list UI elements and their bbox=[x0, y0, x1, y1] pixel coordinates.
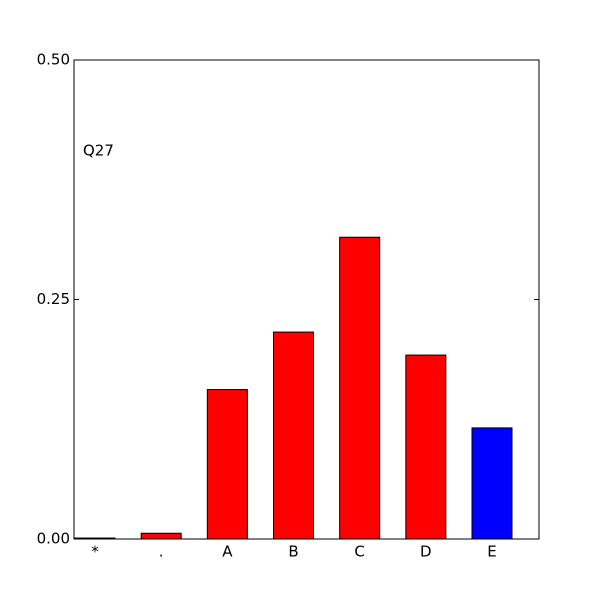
x-tick-label: . bbox=[159, 543, 164, 561]
x-tick-label: D bbox=[420, 543, 432, 561]
y-tick-label: 0.50 bbox=[37, 51, 70, 69]
bar bbox=[471, 427, 513, 540]
y-tick-label: 0.00 bbox=[37, 530, 70, 548]
plot-frame bbox=[73, 59, 540, 540]
bar bbox=[339, 236, 381, 540]
bar bbox=[273, 331, 314, 540]
x-tick-label: B bbox=[288, 543, 298, 561]
y-tick-label: 0.25 bbox=[37, 290, 70, 308]
x-tick-label: * bbox=[91, 543, 99, 561]
x-tick-label: C bbox=[354, 543, 364, 561]
x-tick-label: E bbox=[487, 543, 496, 561]
x-tick-label: A bbox=[222, 543, 233, 561]
bar bbox=[405, 354, 447, 540]
bar bbox=[140, 532, 182, 540]
annotation: Q27 bbox=[83, 142, 114, 160]
bar bbox=[206, 389, 248, 540]
